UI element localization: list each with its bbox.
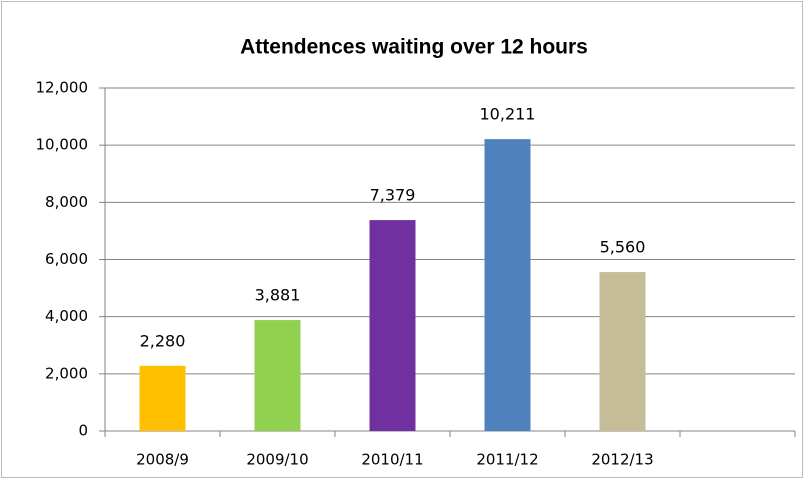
x-tick-label: 2009/10 (246, 451, 308, 469)
y-tick-label: 10,000 (36, 136, 89, 154)
y-tick-label: 6,000 (45, 250, 88, 268)
x-tick-label: 2011/12 (476, 451, 538, 469)
bar (599, 272, 646, 431)
chart-title: Attendences waiting over 12 hours (240, 36, 588, 59)
data-label: 2,280 (140, 331, 186, 350)
y-tick-label: 8,000 (45, 193, 88, 211)
y-tick-label: 12,000 (36, 79, 89, 97)
bar (254, 320, 301, 431)
y-tick-label: 0 (78, 422, 88, 440)
x-tick-label: 2012/13 (591, 451, 653, 469)
data-label: 7,379 (370, 186, 416, 205)
bar (484, 139, 531, 431)
data-label: 5,560 (600, 238, 646, 257)
x-tick-label: 2010/11 (361, 451, 423, 469)
bar (369, 220, 416, 431)
x-tick-label: 2008/9 (136, 451, 189, 469)
data-label: 10,211 (480, 105, 536, 124)
bar (139, 365, 186, 431)
y-tick-label: 4,000 (45, 307, 88, 325)
data-label: 3,881 (255, 286, 301, 305)
y-tick-label: 2,000 (45, 364, 88, 382)
